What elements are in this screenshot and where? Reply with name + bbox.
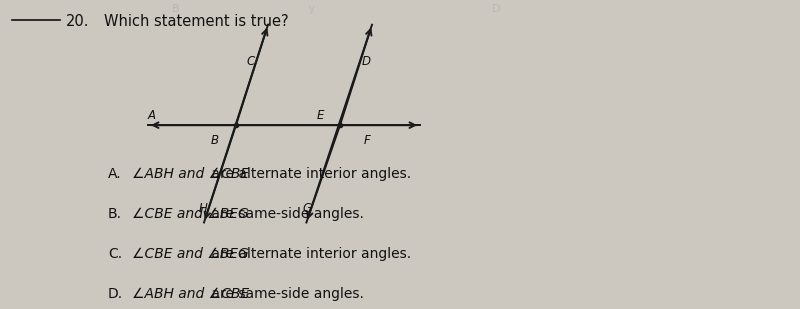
Text: are alternate interior angles.: are alternate interior angles. (207, 247, 411, 261)
Text: C: C (246, 55, 254, 68)
Text: ∠CBE and ∠BEG: ∠CBE and ∠BEG (132, 207, 249, 221)
Text: ∠CBE and ∠BEG: ∠CBE and ∠BEG (132, 247, 249, 261)
Text: B.: B. (108, 207, 122, 221)
Text: are same-side angles.: are same-side angles. (207, 207, 364, 221)
Text: F: F (364, 134, 370, 147)
Text: ∠ABH and ∠CBE: ∠ABH and ∠CBE (132, 167, 249, 181)
Text: y: y (309, 4, 315, 14)
Text: H: H (198, 202, 207, 215)
Text: Which statement is true?: Which statement is true? (104, 14, 289, 29)
Text: A: A (148, 109, 156, 122)
Text: ∠ABH and ∠CBE: ∠ABH and ∠CBE (132, 287, 249, 301)
Text: A.: A. (108, 167, 122, 181)
Text: D.: D. (108, 287, 123, 301)
Text: are same-side angles.: are same-side angles. (207, 287, 364, 301)
Text: D: D (492, 4, 500, 14)
Text: D: D (362, 55, 370, 68)
Text: 20.: 20. (66, 14, 89, 29)
Text: C.: C. (108, 247, 122, 261)
Text: B: B (210, 134, 218, 147)
Text: are alternate interior angles.: are alternate interior angles. (207, 167, 411, 181)
Text: G: G (302, 202, 311, 215)
Text: E: E (317, 109, 324, 122)
Text: B: B (172, 4, 180, 14)
